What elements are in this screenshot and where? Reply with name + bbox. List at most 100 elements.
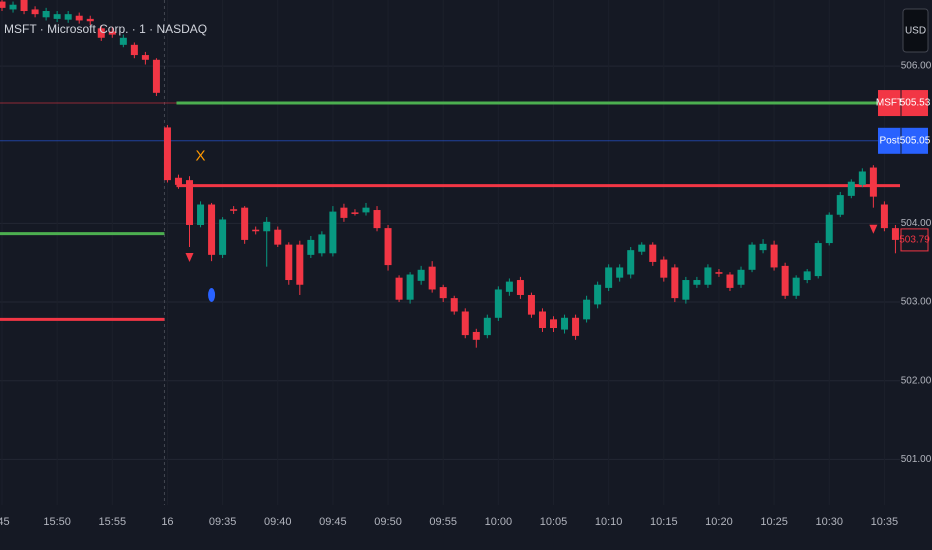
candle-body xyxy=(516,280,524,295)
candle-body xyxy=(527,294,535,315)
candle-body xyxy=(307,239,315,255)
candle-body xyxy=(858,171,866,185)
candle-body xyxy=(792,277,800,296)
candle-body xyxy=(119,37,127,45)
x-tick-label: 09:45 xyxy=(319,516,347,528)
candle-body xyxy=(20,0,28,12)
price-label-value: 505.53 xyxy=(900,98,931,109)
candle-body xyxy=(362,207,370,213)
price-label-name: Post xyxy=(879,135,899,146)
candle-body xyxy=(715,272,723,274)
candle-body xyxy=(329,211,337,254)
marker-triangle xyxy=(185,253,194,263)
candle-body xyxy=(616,267,624,278)
candle-body xyxy=(428,266,436,290)
chart-title: MSFT · Microsoft Corp. · 1 · NASDAQ xyxy=(4,22,207,36)
candles-layer xyxy=(0,0,899,348)
candle-body xyxy=(561,317,569,330)
candle-body xyxy=(141,55,149,60)
last-price-value: 503.79 xyxy=(899,235,930,246)
candle-body xyxy=(814,243,822,277)
y-tick-label: 502.00 xyxy=(901,375,932,386)
candle-body xyxy=(42,11,50,18)
candle-body xyxy=(241,207,249,240)
candle-body xyxy=(461,311,469,336)
x-tick-label: 10:30 xyxy=(815,516,843,528)
y-tick-label: 504.00 xyxy=(901,218,932,229)
candle-body xyxy=(759,243,767,251)
candle-body xyxy=(108,31,116,35)
currency-label[interactable]: USD xyxy=(905,26,926,37)
levels-layer xyxy=(0,101,900,321)
last-price-box xyxy=(900,228,929,252)
candle-body xyxy=(9,4,17,10)
x-tick-label: 15:55 xyxy=(99,516,127,528)
y-tick-label: 506.00 xyxy=(901,61,932,72)
candle-body xyxy=(505,281,513,292)
x-tick-label: 10:25 xyxy=(760,516,788,528)
candle-body xyxy=(880,204,888,229)
candle-body xyxy=(285,244,293,281)
candle-body xyxy=(384,228,392,266)
candle-body xyxy=(64,14,72,20)
candle-body xyxy=(219,219,227,255)
price-label-box xyxy=(878,90,928,117)
y-tick-label: 501.00 xyxy=(901,454,932,465)
x-tick-label: 09:35 xyxy=(209,516,237,528)
candle-body xyxy=(638,244,646,252)
x-tick-label: 10:05 xyxy=(540,516,568,528)
x-tick-label: 10:00 xyxy=(485,516,513,528)
candle-body xyxy=(671,267,679,299)
candle-body xyxy=(351,212,359,214)
candle-body xyxy=(682,280,690,300)
candle-body xyxy=(208,204,216,255)
candle-body xyxy=(152,59,160,93)
candle-body xyxy=(263,221,271,232)
candle-body xyxy=(296,244,304,285)
candle-body xyxy=(748,244,756,270)
candle-body xyxy=(891,228,899,240)
candle-body xyxy=(594,284,602,305)
price-label-name: MSFT xyxy=(876,98,903,109)
candle-body xyxy=(704,267,712,285)
candle-body xyxy=(252,229,260,232)
x-tick-label: 09:55 xyxy=(429,516,457,528)
candle-body xyxy=(86,18,94,22)
candle-body xyxy=(395,277,403,300)
candle-body xyxy=(781,265,789,296)
overlay-layer: 501.00 502.00 503.00 504.00 506.00:45 15:50 15… xyxy=(0,61,932,528)
candle-body xyxy=(538,311,546,329)
candle-body xyxy=(693,280,701,285)
candle-body xyxy=(847,181,855,196)
candle-body xyxy=(605,267,613,288)
candle-body xyxy=(0,1,6,8)
candle-body xyxy=(726,274,734,288)
candle-body xyxy=(174,177,182,185)
candle-body xyxy=(230,209,238,211)
candle-body xyxy=(803,271,811,281)
candle-body xyxy=(406,274,414,300)
candle-body xyxy=(737,269,745,285)
candle-body xyxy=(31,9,39,15)
currency-button[interactable] xyxy=(902,8,929,53)
candle-body xyxy=(550,319,557,329)
y-tick-label: 503.00 xyxy=(901,297,932,308)
candle-body xyxy=(53,14,61,19)
candle-body xyxy=(836,195,844,215)
candle-body xyxy=(450,298,458,312)
x-tick-label: 10:15 xyxy=(650,516,678,528)
candle-body xyxy=(318,234,326,254)
candle-body xyxy=(439,287,447,299)
candle-body xyxy=(483,317,491,336)
marker-triangle xyxy=(869,224,878,234)
candle-body xyxy=(583,299,591,320)
price-label-value: 505.05 xyxy=(900,135,931,146)
x-tick-label: 09:40 xyxy=(264,516,292,528)
candle-body xyxy=(770,244,778,268)
candle-body xyxy=(825,214,833,244)
candle-body xyxy=(274,229,282,245)
candle-body xyxy=(494,289,502,318)
marker-ellipse xyxy=(208,287,216,302)
